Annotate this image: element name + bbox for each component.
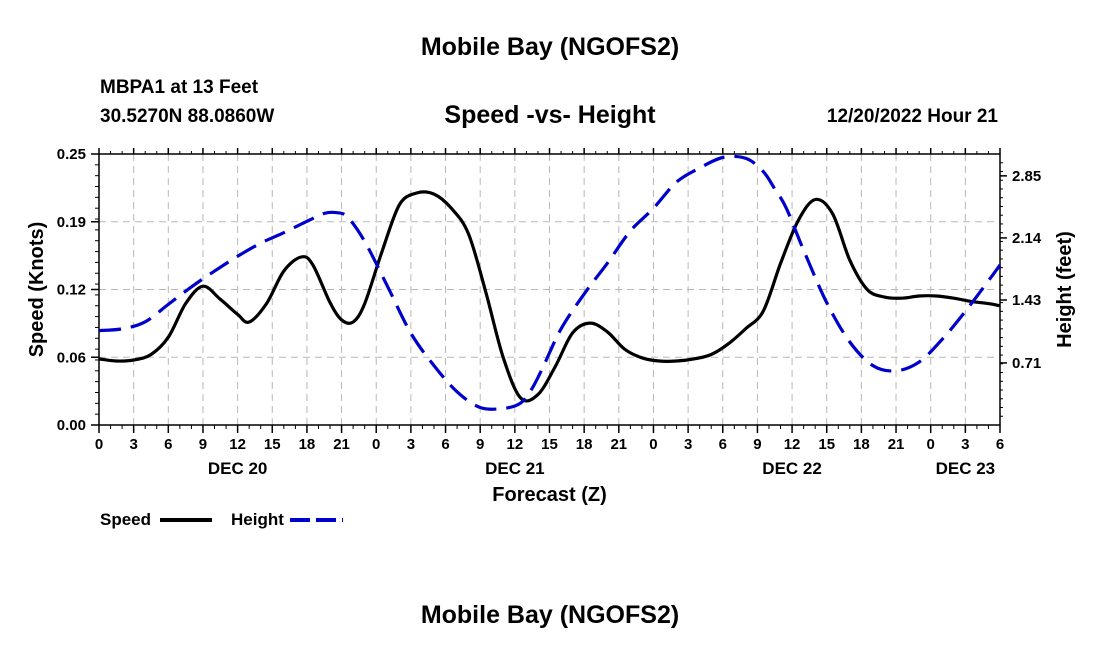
x-tick-label: 12 xyxy=(784,436,801,453)
legend-height-label: Height xyxy=(231,510,284,529)
day-label: DEC 20 xyxy=(208,459,268,478)
x-tick-label: 15 xyxy=(818,436,835,453)
x-tick-label: 0 xyxy=(649,436,657,453)
chart-subtitle: Speed -vs- Height xyxy=(444,101,656,129)
y-right-axis-title: Height (feet) xyxy=(1054,231,1076,348)
x-tick-label: 9 xyxy=(199,436,207,453)
x-tick-label: 15 xyxy=(264,436,281,453)
y-left-tick-label: 0.25 xyxy=(57,146,86,163)
x-tick-label: 21 xyxy=(333,436,350,453)
day-label: DEC 21 xyxy=(485,459,545,478)
y-right-tick-label: 0.71 xyxy=(1012,355,1041,372)
x-tick-label: 18 xyxy=(853,436,870,453)
y-left-axis-title: Speed (Knots) xyxy=(26,222,48,358)
x-tick-label: 21 xyxy=(888,436,905,453)
y-left-tick-label: 0.12 xyxy=(57,282,86,299)
day-label: DEC 22 xyxy=(762,459,822,478)
y-right-tick-label: 2.14 xyxy=(1012,230,1042,247)
x-tick-label: 18 xyxy=(576,436,593,453)
x-tick-label: 15 xyxy=(541,436,558,453)
y-left-tick-label: 0.06 xyxy=(57,349,86,366)
x-tick-label: 3 xyxy=(961,436,969,453)
x-tick-label: 6 xyxy=(719,436,727,453)
x-tick-label: 6 xyxy=(164,436,172,453)
legend-speed-label: Speed xyxy=(100,510,151,529)
day-label: DEC 23 xyxy=(936,459,996,478)
x-tick-label: 6 xyxy=(441,436,449,453)
x-tick-label: 18 xyxy=(299,436,316,453)
x-tick-label: 3 xyxy=(129,436,137,453)
x-tick-label: 0 xyxy=(95,436,103,453)
y-left-tick-label: 0.19 xyxy=(57,214,86,231)
x-tick-label: 0 xyxy=(372,436,380,453)
x-tick-label: 3 xyxy=(407,436,415,453)
x-tick-label: 6 xyxy=(996,436,1004,453)
x-tick-label: 3 xyxy=(684,436,692,453)
x-tick-label: 12 xyxy=(229,436,246,453)
x-tick-label: 12 xyxy=(507,436,524,453)
series-line-height xyxy=(98,154,1002,411)
footer-title: Mobile Bay (NGOFS2) xyxy=(420,601,680,629)
x-axis-title: Forecast (Z) xyxy=(492,484,606,506)
x-tick-label: 0 xyxy=(927,436,935,453)
x-tick-label: 21 xyxy=(610,436,627,453)
coordinates-label: 30.5270N 88.0860W xyxy=(100,106,275,127)
x-tick-label: 9 xyxy=(753,436,761,453)
y-right-tick-label: 2.85 xyxy=(1012,168,1041,185)
series-line-speed xyxy=(98,190,1001,403)
datetime-label: 12/20/2022 Hour 21 xyxy=(826,106,998,127)
y-right-tick-label: 1.43 xyxy=(1012,292,1041,309)
x-tick-label: 9 xyxy=(476,436,484,453)
station-label: MBPA1 at 13 Feet xyxy=(100,77,259,98)
chart-title: Mobile Bay (NGOFS2) xyxy=(420,33,680,61)
y-left-tick-label: 0.00 xyxy=(57,417,86,434)
